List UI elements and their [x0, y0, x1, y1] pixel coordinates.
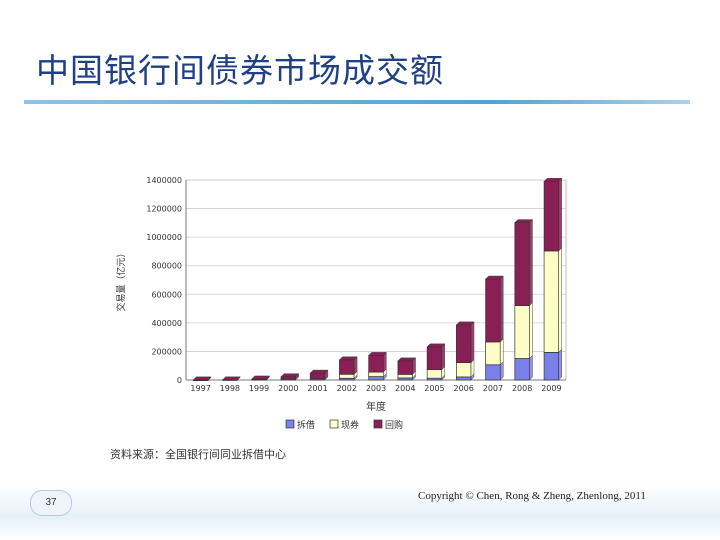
bar-segment — [543, 181, 560, 252]
x-tick-label: 2005 — [424, 384, 444, 393]
bar-top — [397, 357, 417, 362]
bar-side — [558, 177, 562, 252]
x-tick-label: 2003 — [366, 384, 386, 393]
slide-title: 中国银行间债券市场成交额 — [36, 51, 444, 90]
legend-label: 拆借 — [297, 419, 315, 431]
y-tick-label: 600000 — [151, 290, 182, 299]
bar-top — [455, 321, 475, 326]
bar-side — [470, 321, 475, 364]
stacked-bar-chart: 0 200000 400000 600000 800000 1000000 1200000 1… — [115, 176, 567, 431]
bar-segment — [426, 369, 443, 379]
x-tick-label: 2000 — [278, 384, 298, 393]
page-number: 37 — [30, 490, 72, 516]
chart-container: 0 200000 400000 600000 800000 1000000 1200000 1… — [100, 168, 580, 468]
bar-segment — [426, 346, 443, 370]
x-tick-label: 1997 — [190, 384, 210, 393]
bar-segment — [368, 355, 384, 373]
x-tick-label: 2008 — [512, 384, 532, 393]
y-tick-label: 800000 — [151, 262, 182, 271]
bar-side — [529, 219, 533, 307]
bar-top — [543, 178, 563, 182]
bar-side — [558, 348, 562, 381]
bar-segment — [368, 376, 384, 381]
bar-side — [441, 343, 446, 371]
bar-segment — [368, 371, 384, 377]
bar-segment — [397, 374, 413, 379]
bar-segment — [280, 376, 296, 380]
bar-top — [426, 343, 446, 348]
x-tick-label: 2002 — [337, 384, 357, 393]
y-tick-label: 1200000 — [146, 205, 182, 214]
bar-side — [499, 275, 504, 343]
x-tick-label: 2007 — [483, 384, 503, 393]
bar-side — [558, 247, 562, 353]
y-tick-label: 1400000 — [146, 176, 182, 185]
x-tick-label: 1998 — [220, 384, 240, 393]
x-tick-label: 2001 — [307, 384, 327, 393]
bar-segment — [514, 305, 530, 359]
y-tick-label: 0 — [177, 376, 182, 385]
x-tick-label: 1999 — [249, 384, 269, 393]
bar-top — [485, 275, 504, 280]
bar-side — [383, 351, 387, 373]
footer-band — [0, 484, 720, 540]
bar-segment — [485, 278, 501, 343]
bar-top — [280, 373, 300, 378]
bar-top — [514, 219, 534, 223]
bar-segment — [397, 360, 413, 375]
bar-segment — [309, 372, 326, 380]
x-tick-label: 2006 — [454, 384, 474, 393]
y-tick-label: 200000 — [151, 347, 182, 356]
title-divider — [24, 100, 690, 104]
bar-segment — [543, 250, 560, 353]
bar-segment — [543, 352, 560, 381]
bar-segment — [485, 364, 501, 381]
bar-side — [499, 338, 504, 366]
plot-area — [185, 179, 567, 381]
bar-segment — [456, 362, 472, 378]
bar-top — [251, 375, 270, 380]
x-axis-label: 年度 — [366, 400, 386, 413]
legend-label: 回购 — [385, 419, 403, 431]
bar-top — [368, 352, 387, 356]
bar-side — [529, 354, 533, 381]
bar-segment — [514, 358, 530, 381]
source-note: 资料来源：全国银行间同业拆借中心 — [110, 448, 286, 461]
y-tick-label: 1000000 — [146, 233, 182, 242]
legend-swatch — [329, 419, 339, 429]
bar-segment — [514, 222, 530, 306]
bar-top — [192, 376, 212, 381]
copyright-text: Copyright © Chen, Rong & Zheng, Zhenlong… — [418, 490, 646, 502]
legend-swatch — [373, 419, 383, 429]
bar-segment — [456, 324, 472, 363]
bar-top — [221, 376, 241, 381]
legend-swatch — [285, 419, 295, 429]
bar-segment — [339, 373, 355, 379]
bar-top — [338, 356, 358, 361]
bar-top — [309, 369, 329, 374]
y-axis-label: 交易量（亿元） — [115, 248, 127, 311]
bar-segment — [339, 359, 355, 375]
bar-segment — [456, 376, 472, 381]
x-tick-label: 2009 — [541, 384, 561, 393]
x-tick-label: 2004 — [395, 384, 415, 393]
bar-segment — [485, 341, 501, 366]
legend-label: 现券 — [341, 419, 359, 431]
bar-side — [529, 302, 533, 360]
y-tick-label: 400000 — [151, 319, 182, 328]
